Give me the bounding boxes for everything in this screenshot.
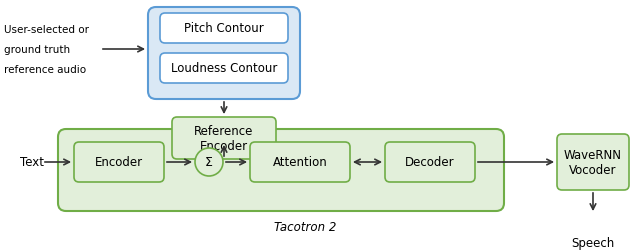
FancyBboxPatch shape bbox=[160, 54, 288, 84]
Text: $\Sigma$: $\Sigma$ bbox=[204, 156, 214, 169]
FancyBboxPatch shape bbox=[58, 130, 504, 211]
Text: ground truth: ground truth bbox=[4, 45, 70, 55]
FancyBboxPatch shape bbox=[148, 8, 300, 100]
Text: Encoder: Encoder bbox=[95, 156, 143, 169]
Text: Speech: Speech bbox=[572, 236, 614, 250]
FancyBboxPatch shape bbox=[385, 142, 475, 182]
Text: Text: Text bbox=[20, 156, 44, 169]
Text: Pitch Contour: Pitch Contour bbox=[184, 22, 264, 35]
FancyBboxPatch shape bbox=[172, 118, 276, 159]
Text: Loudness Contour: Loudness Contour bbox=[171, 62, 277, 75]
FancyBboxPatch shape bbox=[250, 142, 350, 182]
Text: reference audio: reference audio bbox=[4, 65, 86, 75]
FancyBboxPatch shape bbox=[74, 142, 164, 182]
FancyBboxPatch shape bbox=[557, 134, 629, 190]
Circle shape bbox=[195, 148, 223, 176]
Text: Tacotron 2: Tacotron 2 bbox=[274, 220, 336, 234]
Text: Decoder: Decoder bbox=[405, 156, 455, 169]
Text: WaveRNN
Vocoder: WaveRNN Vocoder bbox=[564, 148, 622, 176]
Text: User-selected or: User-selected or bbox=[4, 25, 89, 35]
FancyBboxPatch shape bbox=[160, 14, 288, 44]
Text: Reference
Encoder: Reference Encoder bbox=[195, 124, 253, 152]
Text: Attention: Attention bbox=[273, 156, 328, 169]
